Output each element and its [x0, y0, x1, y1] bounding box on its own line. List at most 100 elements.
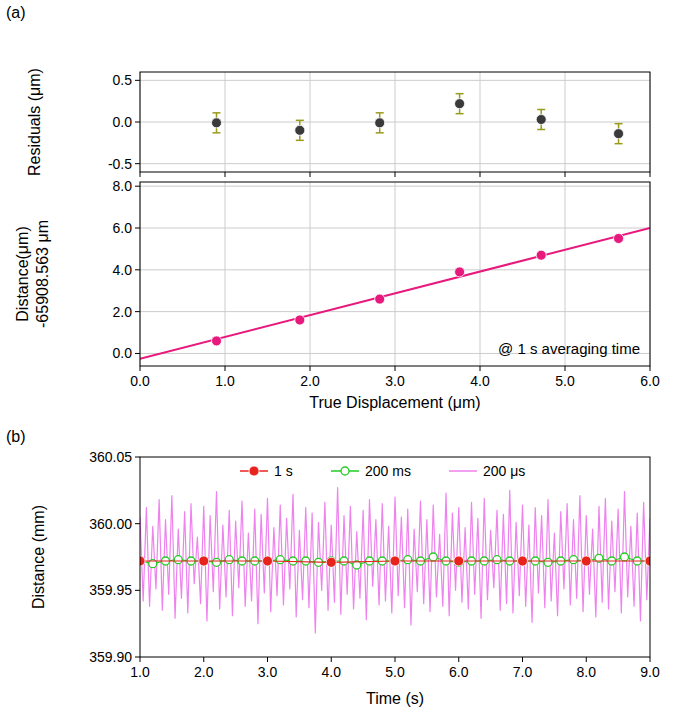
error-cap — [456, 93, 464, 95]
data-point — [454, 556, 464, 566]
x-tick-label: 1.0 — [215, 373, 235, 389]
x-axis-label: True Displacement (μm) — [309, 394, 480, 411]
data-point — [614, 233, 624, 243]
error-cap — [296, 120, 304, 122]
data-point — [263, 556, 273, 566]
error-cap — [213, 132, 221, 134]
panel-label: (a) — [6, 4, 26, 21]
y-axis-label-line: Residuals (μm) — [26, 68, 43, 176]
legend-label: 1 s — [274, 463, 293, 479]
legend-marker — [341, 467, 349, 475]
data-point — [199, 556, 209, 566]
y-tick-label: 2.0 — [113, 304, 133, 320]
grid-line — [140, 228, 650, 229]
error-cap — [537, 129, 545, 131]
data-point — [614, 129, 624, 139]
grid-line — [140, 163, 650, 164]
y-tick — [135, 80, 140, 81]
y-tick-label: 359.90 — [89, 649, 132, 665]
grid-line — [480, 182, 481, 366]
y-axis-label-line: Distance (mm) — [30, 505, 47, 609]
data-point — [581, 556, 591, 566]
x-tick — [140, 366, 141, 371]
data-point — [340, 557, 348, 565]
data-point — [295, 315, 305, 325]
x-tick-label: 3.0 — [385, 373, 405, 389]
grid-line — [225, 182, 226, 366]
data-point — [621, 553, 629, 561]
y-axis-label-line: Distance(μm) — [14, 226, 31, 321]
plot-frame — [140, 457, 650, 657]
error-cap — [296, 140, 304, 142]
y-tick-label: 4.0 — [113, 262, 133, 278]
data-point — [493, 556, 501, 564]
data-point — [140, 556, 145, 566]
x-tick — [522, 657, 523, 662]
grid-line — [140, 311, 650, 312]
error-cap — [537, 109, 545, 111]
data-group — [212, 94, 624, 144]
x-tick-label: 6.0 — [449, 664, 469, 680]
y-tick-label: 0.5 — [113, 72, 133, 88]
data-point — [429, 553, 437, 561]
y-tick — [135, 657, 140, 658]
error-bar — [376, 113, 384, 133]
x-tick-label: 5.0 — [385, 664, 405, 680]
x-tick-label: 4.0 — [470, 373, 490, 389]
x-axis-label: Time (s) — [366, 690, 424, 707]
x-tick-label: 8.0 — [577, 664, 597, 680]
y-axis-label: Residuals (μm) — [26, 68, 43, 176]
x-tick — [225, 172, 226, 177]
y-tick-label: 359.95 — [89, 582, 132, 598]
x-tick — [140, 172, 141, 177]
plot-frame — [140, 182, 650, 366]
x-tick — [480, 172, 481, 177]
data-point — [326, 557, 336, 567]
x-tick-label: 1.0 — [130, 664, 150, 680]
grid-line — [140, 186, 650, 187]
y-tick — [135, 457, 140, 458]
data-point — [390, 556, 400, 566]
data-point — [570, 556, 578, 564]
data-point — [276, 556, 284, 564]
data-point — [264, 557, 272, 565]
error-cap — [376, 112, 384, 114]
x-tick — [395, 657, 396, 662]
error-cap — [615, 143, 623, 145]
grid-line — [395, 182, 396, 366]
data-point — [455, 267, 465, 277]
data-point — [645, 556, 650, 566]
y-tick — [135, 186, 140, 187]
y-axis-label: Distance(μm)-65908.563 μm — [14, 220, 51, 328]
grid-line — [565, 182, 566, 366]
x-tick — [225, 366, 226, 371]
y-tick — [135, 228, 140, 229]
series-line — [140, 488, 650, 633]
data-point — [536, 250, 546, 260]
error-bar — [537, 110, 545, 130]
data-point — [646, 557, 650, 565]
chart: 0.01.02.03.04.05.06.00.02.04.06.08.0@ 1 … — [14, 178, 660, 411]
x-tick-label: 7.0 — [513, 664, 533, 680]
plot-frame — [140, 72, 650, 172]
data-point — [200, 557, 208, 565]
error-cap — [456, 113, 464, 115]
error-cap — [376, 132, 384, 134]
data-group — [140, 228, 650, 359]
data-point — [536, 115, 546, 125]
y-tick — [135, 122, 140, 123]
y-tick — [135, 523, 140, 524]
data-point — [455, 99, 465, 109]
y-tick-label: 0.0 — [113, 345, 133, 361]
y-tick — [135, 590, 140, 591]
x-tick — [395, 172, 396, 177]
data-point — [295, 125, 305, 135]
data-point — [140, 557, 144, 565]
legend-entry: 200 ms — [331, 463, 411, 479]
x-tick — [650, 657, 651, 662]
error-cap — [615, 123, 623, 125]
chart: 1.02.03.04.05.06.07.08.09.0359.90359.953… — [6, 428, 660, 707]
panel-label: (b) — [6, 428, 26, 445]
legend-line — [449, 470, 477, 472]
data-point — [225, 556, 233, 564]
